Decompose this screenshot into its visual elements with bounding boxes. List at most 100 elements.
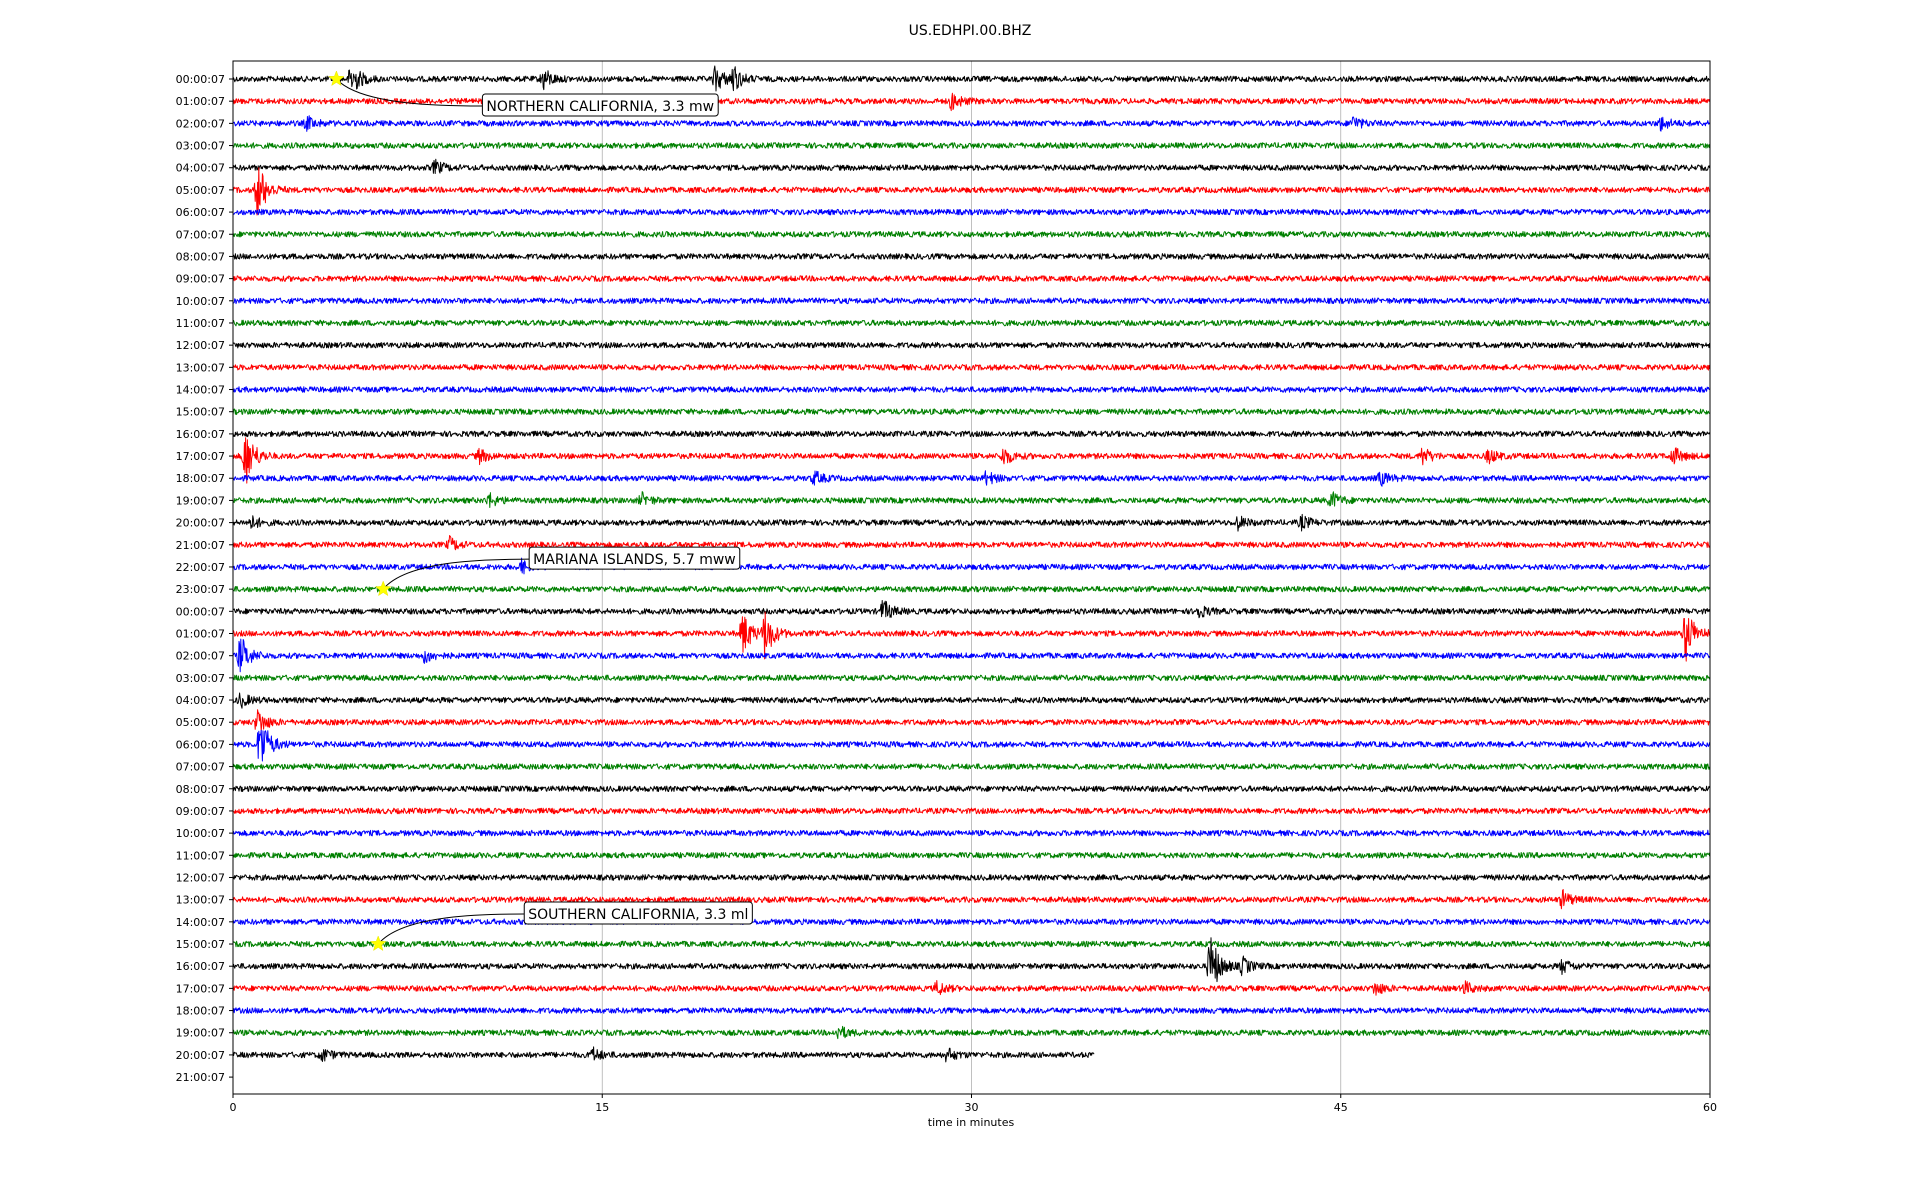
y-tick-label: 01:00:07 [176, 628, 225, 641]
y-tick-label: 05:00:07 [176, 184, 225, 197]
y-tick-label: 11:00:07 [176, 317, 225, 330]
event-annotations: NORTHERN CALIFORNIA, 3.3 mw MARIANA ISLAN… [328, 70, 753, 952]
y-tick-label: 09:00:07 [176, 273, 225, 286]
trace-row-12 [232, 341, 1711, 349]
y-tick-label: 18:00:07 [176, 472, 225, 485]
trace-row-38 [232, 918, 1711, 926]
trace-row-13 [232, 364, 1711, 371]
y-tick-label: 15:00:07 [176, 938, 225, 951]
trace-row-44 [232, 1046, 1095, 1063]
y-tick-label: 13:00:07 [176, 894, 225, 907]
trace-row-15 [232, 408, 1710, 415]
y-axis-ticks: 00:00:07 01:00:07 02:00:07 03:00:07 04:00:07… [176, 73, 233, 1084]
y-tick-label: 02:00:07 [176, 650, 225, 663]
y-tick-label: 00:00:07 [176, 605, 225, 618]
trace-row-29 [232, 709, 1710, 731]
event-star-icon [328, 70, 345, 87]
chart-title: US.EDHPI.00.BHZ [909, 23, 1032, 39]
trace-row-24 [232, 600, 1711, 619]
trace-row-18 [232, 470, 1710, 487]
trace-row-20 [232, 513, 1711, 532]
x-axis-label: time in minutes [928, 1116, 1015, 1129]
x-axis-ticks: 0 15 30 45 60 [230, 1094, 1717, 1114]
trace-row-41 [232, 980, 1711, 996]
trace-row-1 [232, 92, 1711, 112]
trace-row-40 [232, 937, 1711, 983]
y-tick-label: 01:00:07 [176, 95, 225, 108]
y-tick-label: 07:00:07 [176, 228, 225, 241]
y-tick-label: 19:00:07 [176, 494, 225, 507]
y-tick-label: 17:00:07 [176, 982, 225, 995]
x-tick-label: 30 [965, 1101, 979, 1114]
annotation-label: SOUTHERN CALIFORNIA, 3.3 ml [528, 907, 748, 923]
event-star-icon [369, 935, 387, 952]
y-tick-label: 06:00:07 [176, 206, 225, 219]
annotation-leader [382, 558, 530, 590]
y-tick-label: 16:00:07 [176, 960, 225, 973]
y-tick-label: 12:00:07 [176, 339, 225, 352]
annotation-leader [336, 78, 483, 107]
y-tick-label: 04:00:07 [176, 694, 225, 707]
y-tick-label: 21:00:07 [176, 1071, 225, 1084]
annotation-leader [377, 913, 525, 945]
annotation-box [523, 901, 753, 925]
trace-row-43 [232, 1025, 1710, 1040]
seismic-traces [232, 65, 1711, 1063]
annotation-box [528, 546, 741, 570]
trace-row-27 [232, 674, 1711, 682]
trace-row-10 [232, 297, 1711, 305]
y-tick-label: 16:00:07 [176, 428, 225, 441]
trace-row-3 [232, 142, 1711, 149]
y-tick-label: 09:00:07 [176, 805, 225, 818]
trace-row-39 [232, 940, 1710, 948]
trace-row-7 [232, 231, 1711, 238]
y-tick-label: 03:00:07 [176, 672, 225, 685]
trace-row-26 [232, 638, 1711, 673]
trace-row-5 [232, 167, 1711, 216]
y-tick-label: 05:00:07 [176, 716, 225, 729]
y-tick-label: 20:00:07 [176, 1049, 225, 1062]
trace-row-33 [232, 807, 1711, 815]
y-tick-label: 04:00:07 [176, 162, 225, 175]
trace-row-19 [232, 491, 1711, 508]
y-tick-label: 10:00:07 [176, 827, 225, 840]
trace-row-0 [232, 65, 1710, 92]
trace-row-17 [232, 437, 1711, 484]
trace-row-28 [232, 692, 1710, 709]
y-tick-label: 17:00:07 [176, 450, 225, 463]
y-tick-label: 15:00:07 [176, 406, 225, 419]
event-star-icon [374, 580, 392, 597]
x-tick-label: 60 [1703, 1101, 1717, 1114]
y-tick-label: 14:00:07 [176, 916, 225, 929]
trace-row-11 [232, 319, 1711, 327]
y-tick-label: 06:00:07 [176, 738, 225, 751]
trace-row-30 [232, 729, 1711, 762]
y-tick-label: 19:00:07 [176, 1027, 225, 1040]
trace-row-14 [232, 386, 1710, 393]
x-tick-label: 45 [1334, 1101, 1348, 1114]
y-tick-label: 08:00:07 [176, 250, 225, 263]
annotation-box [481, 93, 719, 117]
annotation-label: NORTHERN CALIFORNIA, 3.3 mw [486, 99, 714, 115]
y-tick-label: 08:00:07 [176, 783, 225, 796]
trace-row-6 [232, 208, 1711, 216]
trace-row-22 [232, 557, 1710, 575]
y-tick-label: 00:00:07 [176, 73, 225, 86]
y-tick-label: 02:00:07 [176, 117, 225, 130]
y-tick-label: 18:00:07 [176, 1005, 225, 1018]
y-tick-label: 14:00:07 [176, 384, 225, 397]
y-tick-label: 13:00:07 [176, 361, 225, 374]
trace-row-9 [232, 275, 1711, 282]
y-tick-label: 20:00:07 [176, 517, 225, 530]
trace-row-36 [232, 874, 1711, 881]
x-tick-label: 0 [230, 1101, 237, 1114]
y-tick-label: 21:00:07 [176, 539, 225, 552]
y-tick-label: 22:00:07 [176, 561, 225, 574]
trace-row-4 [232, 158, 1711, 174]
trace-row-23 [232, 585, 1711, 593]
trace-row-35 [232, 852, 1711, 859]
trace-row-21 [232, 535, 1711, 551]
y-tick-label: 07:00:07 [176, 761, 225, 774]
y-tick-label: 03:00:07 [176, 140, 225, 153]
